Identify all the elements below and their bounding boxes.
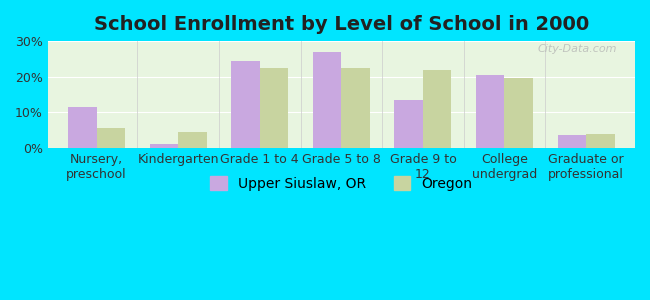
Bar [68,107,97,148]
Bar [395,100,423,148]
Bar [150,144,178,148]
Bar [260,68,289,148]
Bar [558,135,586,148]
Bar [476,75,504,148]
Bar [341,68,370,148]
Bar [313,52,341,148]
Title: School Enrollment by Level of School in 2000: School Enrollment by Level of School in … [94,15,589,34]
Bar [586,134,615,148]
Bar [504,79,533,148]
Legend: Upper Siuslaw, OR, Oregon: Upper Siuslaw, OR, Oregon [205,170,478,196]
Bar [231,61,260,148]
Text: City-Data.com: City-Data.com [538,44,617,54]
Bar [423,70,452,148]
Bar [178,132,207,148]
Bar [97,128,125,148]
